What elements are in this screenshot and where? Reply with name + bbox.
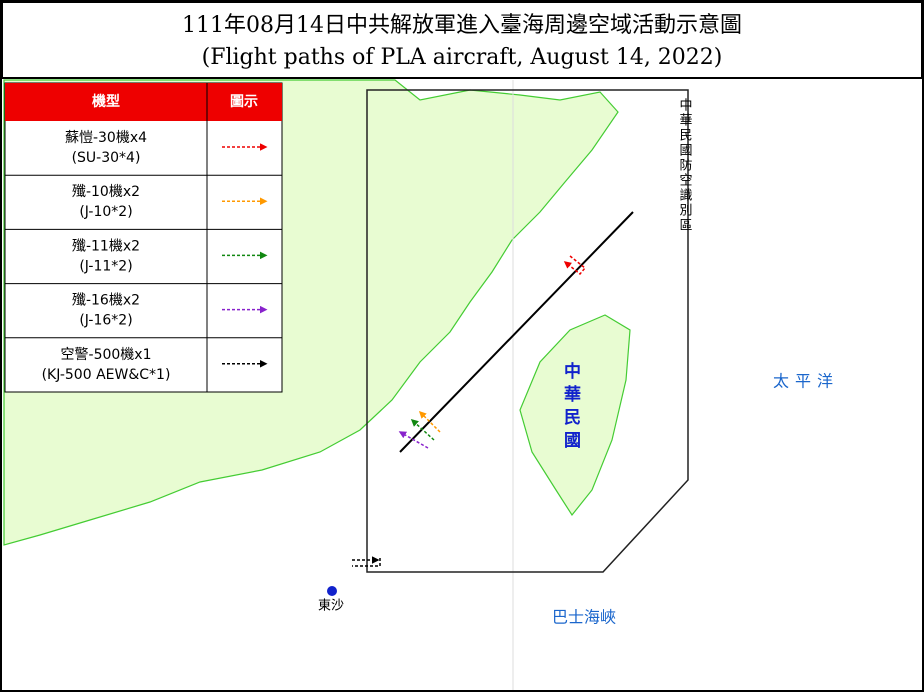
- legend-box: [4, 82, 283, 393]
- legend: 機型 圖示 蘇愷-30機x4 (SU-30*4) 殲-10機x2 (J-10*2) 殲-…: [4, 82, 283, 393]
- legend-type-code: (J-11*2): [79, 258, 132, 274]
- legend-type-name: 殲-16機x2: [72, 293, 140, 309]
- legend-type-code: (KJ-500 AEW&C*1): [42, 367, 171, 383]
- legend-type-name: 殲-11機x2: [72, 238, 140, 254]
- adiz-label: 中華民國防空識別區: [677, 98, 693, 233]
- dongsha-marker: [327, 586, 337, 596]
- bashi-label: 巴士海峽: [552, 608, 616, 627]
- title-box: [1, 1, 923, 79]
- dongsha-label: 東沙: [318, 598, 344, 614]
- j16-track: [398, 431, 429, 449]
- legend-type-code: (J-10*2): [79, 204, 132, 220]
- title-en: (Flight paths of PLA aircraft, August 14…: [202, 45, 723, 70]
- legend-header-icon: 圖示: [230, 93, 258, 110]
- title-zh: 111年08月14日中共解放軍進入臺海周邊空域活動示意圖: [182, 13, 742, 38]
- legend-type-code: (J-16*2): [79, 313, 132, 329]
- legend-type-name: 空警-500機x1: [61, 347, 152, 363]
- taiwan-island: [519, 314, 631, 517]
- pacific-label: 太平洋: [773, 372, 839, 391]
- legend-type-code: (SU-30*4): [72, 150, 141, 166]
- roc-label: 中華民國: [560, 361, 581, 454]
- kj500-loop: [352, 558, 380, 566]
- legend-type-name: 殲-10機x2: [72, 184, 140, 200]
- adiz-boundary: [366, 89, 689, 573]
- legend-header: [5, 83, 282, 121]
- legend-header-type: 機型: [92, 93, 120, 110]
- kj500-track: [399, 211, 634, 453]
- su30-track: [563, 255, 587, 276]
- legend-type-name: 蘇愷-30機x4: [65, 130, 147, 146]
